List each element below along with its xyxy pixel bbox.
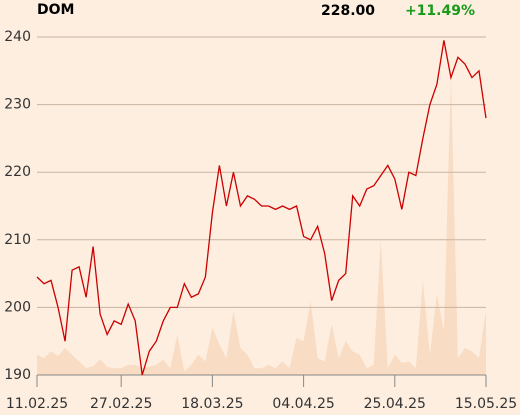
y-tick-label: 190 [4, 367, 31, 383]
x-tick-label: 18.03.25 [181, 396, 243, 412]
last-price: 228.00 [321, 3, 375, 19]
y-tick-label: 230 [4, 97, 31, 113]
volume-area [37, 77, 486, 375]
price-line [36, 40, 487, 376]
y-tick-label: 220 [4, 164, 31, 180]
y-tick-label: 200 [4, 299, 31, 315]
change: +11.49% [405, 3, 475, 19]
y-tick-label: 210 [4, 232, 31, 248]
x-tick-label: 25.04.25 [364, 396, 426, 412]
x-tick-label: 27.02.25 [90, 396, 152, 412]
x-tick-label: 04.04.25 [272, 396, 334, 412]
y-tick-label: 240 [4, 29, 31, 45]
x-tick-label: 15.05.25 [455, 396, 517, 412]
symbol: DOM [37, 2, 74, 18]
x-tick-label: 11.02.25 [6, 396, 68, 412]
